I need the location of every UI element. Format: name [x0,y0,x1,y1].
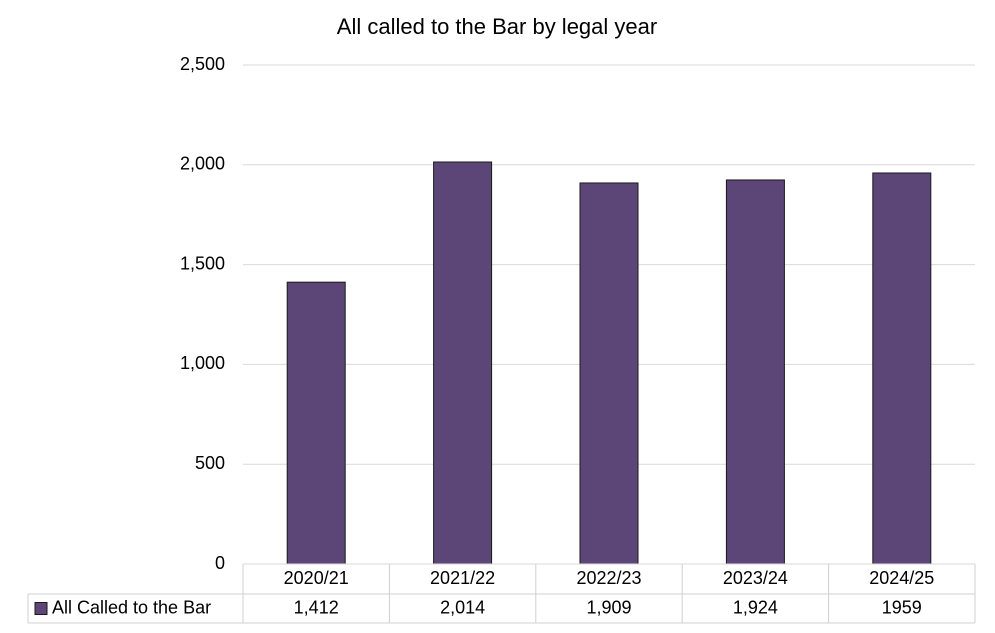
legend-label: All Called to the Bar [52,597,211,617]
chart-title: All called to the Bar by legal year [337,14,657,39]
y-tick-label: 2,500 [180,54,225,74]
y-tick-label: 1,000 [180,353,225,373]
x-tick-label: 2022/23 [576,568,641,588]
table-value: 2,014 [440,597,485,617]
table-value: 1,412 [294,597,339,617]
table-value: 1959 [882,597,922,617]
x-tick-label: 2020/21 [284,568,349,588]
x-tick-label: 2024/25 [869,568,934,588]
bar [286,281,346,565]
table-value: 1,924 [733,597,778,617]
table-value: 1,909 [586,597,631,617]
bar [433,161,493,565]
y-tick-label: 2,000 [180,154,225,174]
bar [579,182,639,565]
bar [725,179,785,565]
y-tick-label: 1,500 [180,253,225,273]
y-tick-label: 500 [195,453,225,473]
legend-swatch [34,602,48,615]
x-tick-label: 2021/22 [430,568,495,588]
y-tick-label: 0 [215,553,225,573]
x-tick-label: 2023/24 [723,568,788,588]
bar [872,172,932,565]
